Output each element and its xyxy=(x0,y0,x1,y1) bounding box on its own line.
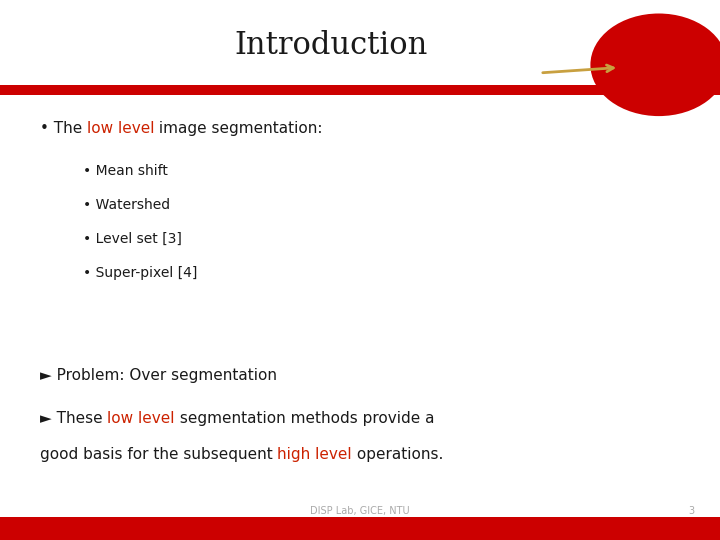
Text: • Super-pixel [4]: • Super-pixel [4] xyxy=(83,266,197,280)
Text: • The: • The xyxy=(40,121,86,136)
Text: high level: high level xyxy=(277,447,352,462)
Text: low level: low level xyxy=(86,121,154,136)
Circle shape xyxy=(610,28,708,102)
Text: low level: low level xyxy=(107,411,174,426)
Text: ► Problem: Over segmentation: ► Problem: Over segmentation xyxy=(40,368,276,383)
Text: image segmentation:: image segmentation: xyxy=(154,121,323,136)
Bar xyxy=(0,517,720,540)
Circle shape xyxy=(649,57,669,72)
Circle shape xyxy=(620,36,698,94)
Text: DISP Lab, GICE, NTU: DISP Lab, GICE, NTU xyxy=(310,506,410,516)
Circle shape xyxy=(629,43,688,87)
Text: segmentation methods provide a: segmentation methods provide a xyxy=(174,411,434,426)
Text: • Mean shift: • Mean shift xyxy=(83,164,168,178)
Circle shape xyxy=(600,21,717,109)
Text: operations.: operations. xyxy=(352,447,444,462)
Bar xyxy=(0,85,720,94)
Text: good basis for the subsequent: good basis for the subsequent xyxy=(40,447,277,462)
Text: • Watershed: • Watershed xyxy=(83,198,170,212)
Text: • Level set [3]: • Level set [3] xyxy=(83,232,181,246)
Text: 3: 3 xyxy=(688,506,695,516)
Circle shape xyxy=(639,50,678,79)
Text: Introduction: Introduction xyxy=(235,30,428,62)
Text: ► These: ► These xyxy=(40,411,107,426)
Circle shape xyxy=(590,14,720,116)
